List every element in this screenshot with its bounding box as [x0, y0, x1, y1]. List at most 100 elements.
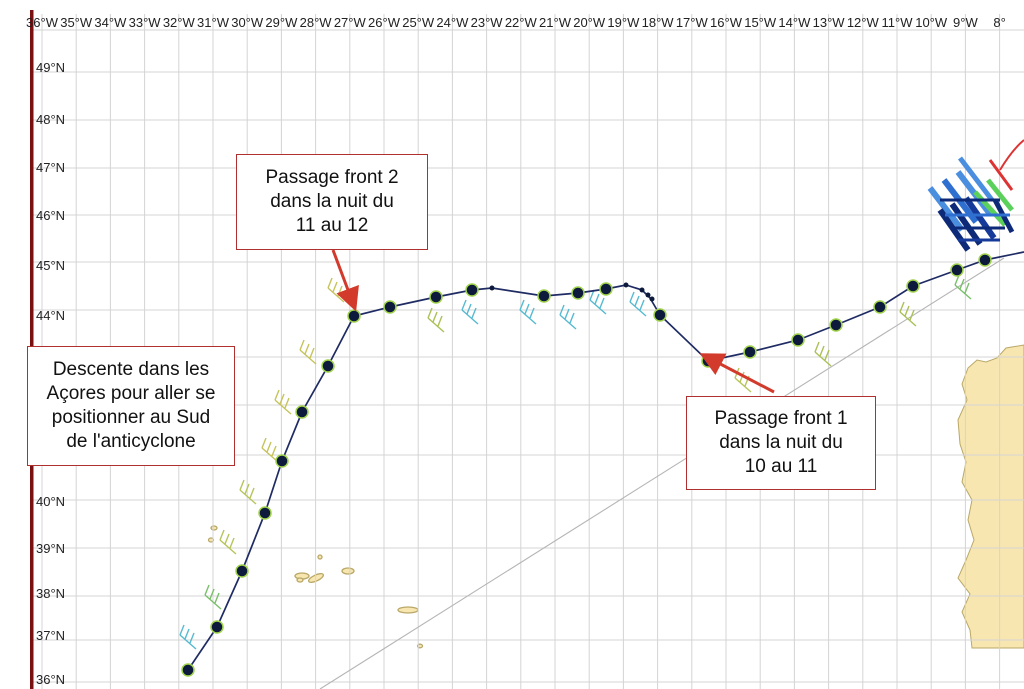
route-waypoint-small	[639, 287, 645, 293]
wind-barb	[461, 299, 479, 325]
longitude-label: 9°W	[953, 15, 978, 30]
longitude-label: 8°	[993, 15, 1005, 30]
latitude-label: 44°N	[36, 308, 65, 323]
wind-barb	[427, 307, 445, 333]
latitude-label: 40°N	[36, 494, 65, 509]
route-waypoint	[429, 290, 443, 304]
route-waypoint	[537, 289, 551, 303]
wind-barb	[999, 139, 1024, 171]
wind-barb	[973, 190, 1007, 227]
callout-arrows	[331, 249, 775, 394]
route-waypoint	[465, 283, 479, 297]
wind-barbs-cluster	[927, 139, 1024, 252]
wind-barb	[204, 584, 222, 610]
wind-barb	[937, 208, 971, 252]
callout-front1: Passage front 1 dans la nuit du 10 au 11	[686, 396, 876, 490]
wind-barb	[954, 274, 972, 300]
route-waypoint-small	[645, 292, 651, 298]
longitude-label: 14°W	[778, 15, 811, 30]
longitude-label: 22°W	[505, 15, 538, 30]
arrow-front2	[331, 249, 359, 312]
route-waypoint	[906, 279, 920, 293]
callout-front1-line3: 10 au 11	[744, 456, 818, 477]
route-waypoint	[978, 253, 992, 267]
route-waypoint	[235, 564, 249, 578]
wind-barb	[519, 299, 537, 325]
route-waypoint	[653, 308, 667, 322]
callout-front2-line3: 11 au 12	[295, 215, 369, 236]
route-waypoint	[275, 454, 289, 468]
longitude-label: 33°W	[129, 15, 162, 30]
wind-barb	[986, 178, 1014, 212]
callout-front1-line2: dans la nuit du	[719, 432, 843, 453]
longitude-label: 35°W	[60, 15, 93, 30]
callout-acores-line1: Descente dans les	[52, 359, 210, 380]
wind-barb	[299, 339, 317, 365]
route	[187, 251, 1024, 671]
route-waypoint	[210, 620, 224, 634]
latitude-label: 38°N	[36, 586, 65, 601]
longitude-label: 28°W	[300, 15, 333, 30]
callout-front2: Passage front 2 dans la nuit du 11 au 12	[236, 154, 428, 250]
wind-barb	[927, 186, 965, 232]
longitude-label: 21°W	[539, 15, 572, 30]
latitude-label: 47°N	[36, 160, 65, 175]
longitude-label: 17°W	[676, 15, 709, 30]
route-waypoint	[950, 263, 964, 277]
great-circle-line	[319, 257, 1005, 689]
wind-barb	[239, 479, 257, 505]
longitude-label: 13°W	[813, 15, 846, 30]
callout-acores-line3: positionner au Sud	[51, 407, 211, 428]
route-waypoint	[743, 345, 757, 359]
longitude-label: 25°W	[402, 15, 435, 30]
callout-acores: Descente dans les Açores pour aller se p…	[27, 346, 235, 466]
route-waypoints	[181, 253, 992, 677]
longitude-label: 34°W	[94, 15, 127, 30]
latitude-label: 36°N	[36, 672, 65, 687]
longitude-label: 27°W	[334, 15, 367, 30]
route-waypoint	[599, 282, 613, 296]
wind-barb	[988, 159, 1014, 191]
callout-front1-line1: Passage front 1	[714, 408, 848, 429]
longitude-label: 11°W	[882, 15, 914, 30]
longitude-label: 26°W	[368, 15, 401, 30]
longitude-labels: 36°W 35°W 34°W 33°W 32°W 31°W 30°W 29°W 28°W 27°W…	[26, 15, 1006, 30]
route-waypoint-small	[623, 282, 629, 288]
route-waypoint	[873, 300, 887, 314]
longitude-label: 30°W	[231, 15, 264, 30]
callout-front2-line2: dans la nuit du	[270, 191, 394, 212]
latitude-label: 37°N	[36, 628, 65, 643]
wind-barbs	[179, 274, 972, 650]
route-waypoint	[571, 286, 585, 300]
wind-barb	[949, 202, 983, 246]
callout-acores-line2: Açores pour aller se	[46, 383, 216, 404]
longitude-label: 15°W	[744, 15, 777, 30]
route-waypoint	[383, 300, 397, 314]
wind-barb	[179, 624, 197, 650]
longitude-label: 32°W	[163, 15, 196, 30]
latitude-label: 45°N	[36, 258, 65, 273]
route-waypoint	[258, 506, 272, 520]
latitude-labels: 49°N 48°N 47°N 46°N 45°N 44°N 40°N 39°N 38°N 37°N…	[36, 60, 65, 687]
arrow-front1	[699, 353, 775, 394]
callout-front2-line1: Passage front 2	[265, 167, 399, 188]
wind-barb	[274, 389, 292, 415]
route-waypoint	[181, 663, 195, 677]
longitude-label: 16°W	[710, 15, 743, 30]
wind-barb	[559, 304, 577, 330]
longitude-label: 29°W	[265, 15, 298, 30]
route-waypoint-small	[649, 296, 655, 302]
wind-barb	[629, 291, 647, 317]
wind-barb	[899, 301, 917, 327]
route-waypoint	[829, 318, 843, 332]
route-waypoint-small	[489, 285, 495, 291]
land-portugal	[957, 344, 1024, 649]
longitude-label: 23°W	[471, 15, 504, 30]
callout-acores-line4: de l'anticyclone	[66, 431, 196, 452]
wind-barb	[327, 277, 345, 303]
wind-barb	[958, 156, 994, 202]
longitude-label: 18°W	[642, 15, 675, 30]
route-waypoint	[791, 333, 805, 347]
route-waypoint	[295, 405, 309, 419]
